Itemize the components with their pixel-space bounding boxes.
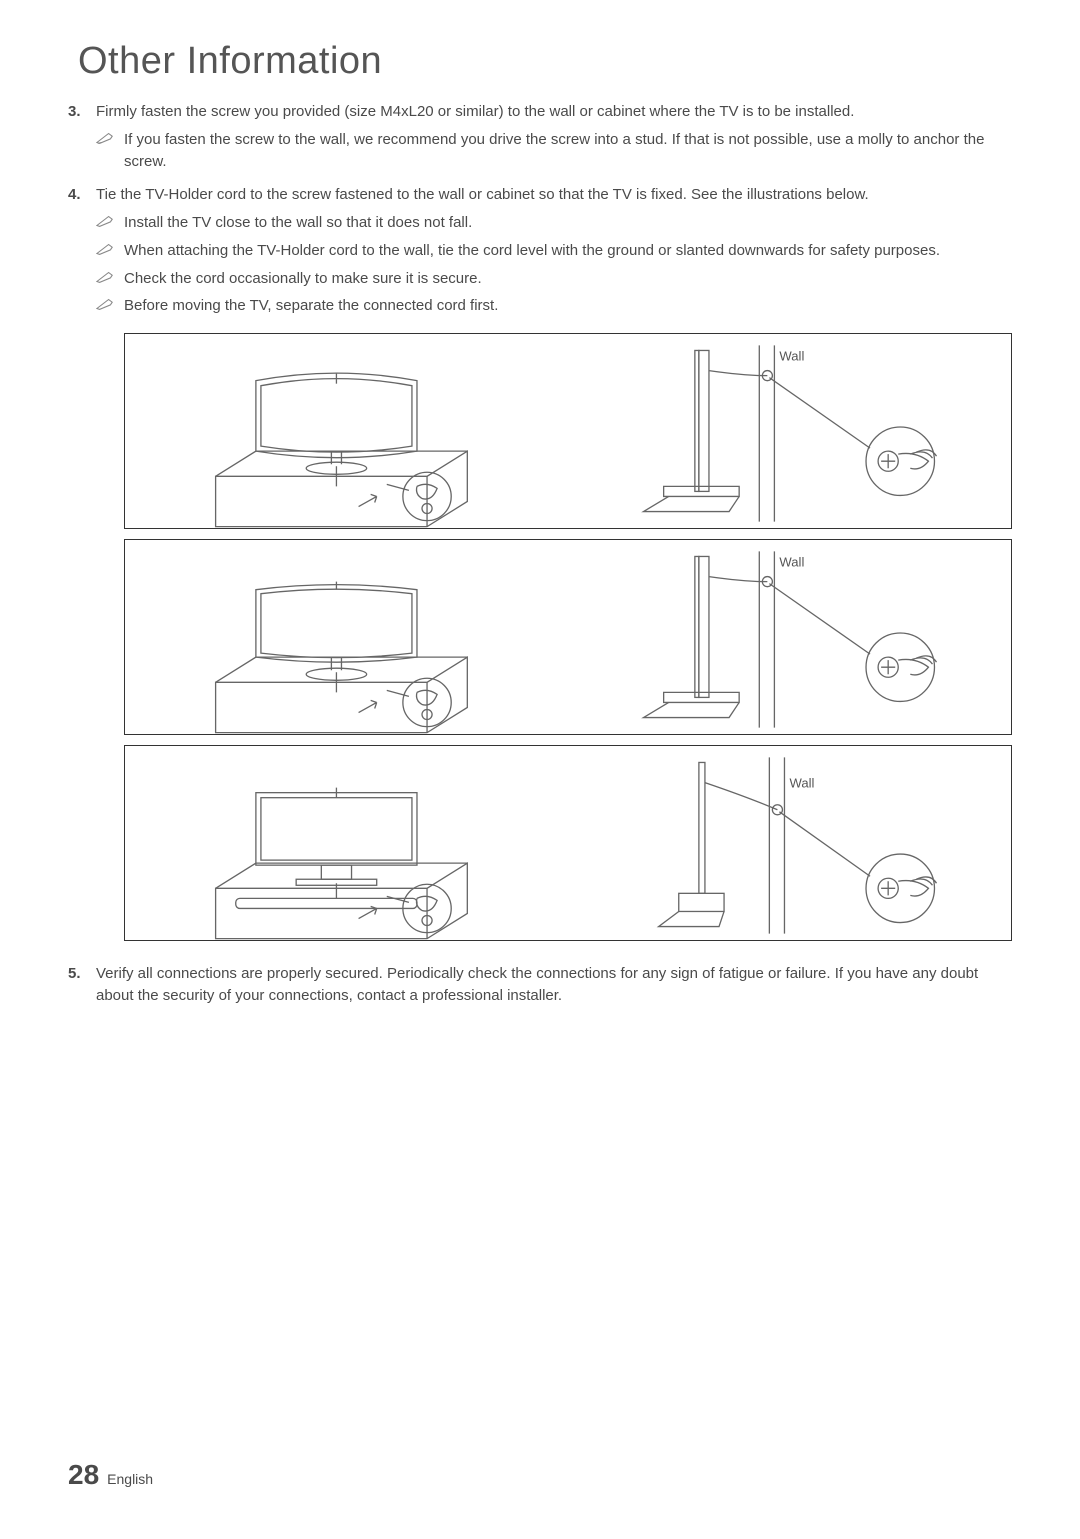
item-text: Verify all connections are properly secu…: [96, 965, 978, 1004]
wall-label: Wall: [790, 776, 815, 791]
note-text: Before moving the TV, separate the conne…: [124, 295, 1012, 317]
note-item: When attaching the TV-Holder cord to the…: [96, 240, 1012, 262]
item-text: Firmly fasten the screw you provided (si…: [96, 103, 854, 120]
note-item: If you fasten the screw to the wall, we …: [96, 129, 1012, 173]
note-icon: [96, 268, 124, 290]
note-icon: [96, 212, 124, 234]
note-text: When attaching the TV-Holder cord to the…: [124, 240, 1012, 262]
note-item: Check the cord occasionally to make sure…: [96, 268, 1012, 290]
page-footer: 28 English: [68, 1459, 153, 1491]
note-item: Before moving the TV, separate the conne…: [96, 295, 1012, 317]
item-number: 5.: [68, 963, 96, 1007]
illustration-row: Wall: [124, 745, 1012, 941]
item-number: 4.: [68, 184, 96, 957]
illustration-side-view: Wall: [568, 540, 1011, 734]
illustration-side-view: Wall: [568, 746, 1011, 940]
illustration-front-view: [125, 540, 568, 734]
instruction-item: 5. Verify all connections are properly s…: [68, 963, 1012, 1007]
wall-label: Wall: [779, 555, 804, 570]
note-icon: [96, 295, 124, 317]
page-number: 28: [68, 1459, 99, 1491]
illustration-side-view: Wall: [568, 334, 1011, 528]
instruction-item: 4. Tie the TV-Holder cord to the screw f…: [68, 184, 1012, 957]
illustrations-container: Wall: [124, 333, 1012, 941]
note-icon: [96, 129, 124, 173]
note-item: Install the TV close to the wall so that…: [96, 212, 1012, 234]
illustration-front-view: [125, 746, 568, 940]
illustration-row: Wall: [124, 333, 1012, 529]
note-icon: [96, 240, 124, 262]
item-number: 3.: [68, 101, 96, 178]
note-text: Install the TV close to the wall so that…: [124, 212, 1012, 234]
instruction-item: 3. Firmly fasten the screw you provided …: [68, 101, 1012, 178]
item-text: Tie the TV-Holder cord to the screw fast…: [96, 186, 869, 203]
note-text: Check the cord occasionally to make sure…: [124, 268, 1012, 290]
illustration-front-view: [125, 334, 568, 528]
page-title: Other Information: [78, 40, 1012, 83]
instructions-list: 3. Firmly fasten the screw you provided …: [68, 101, 1012, 1007]
illustration-row: Wall: [124, 539, 1012, 735]
page-language: English: [107, 1471, 153, 1487]
wall-label: Wall: [779, 349, 804, 364]
note-text: If you fasten the screw to the wall, we …: [124, 129, 1012, 173]
